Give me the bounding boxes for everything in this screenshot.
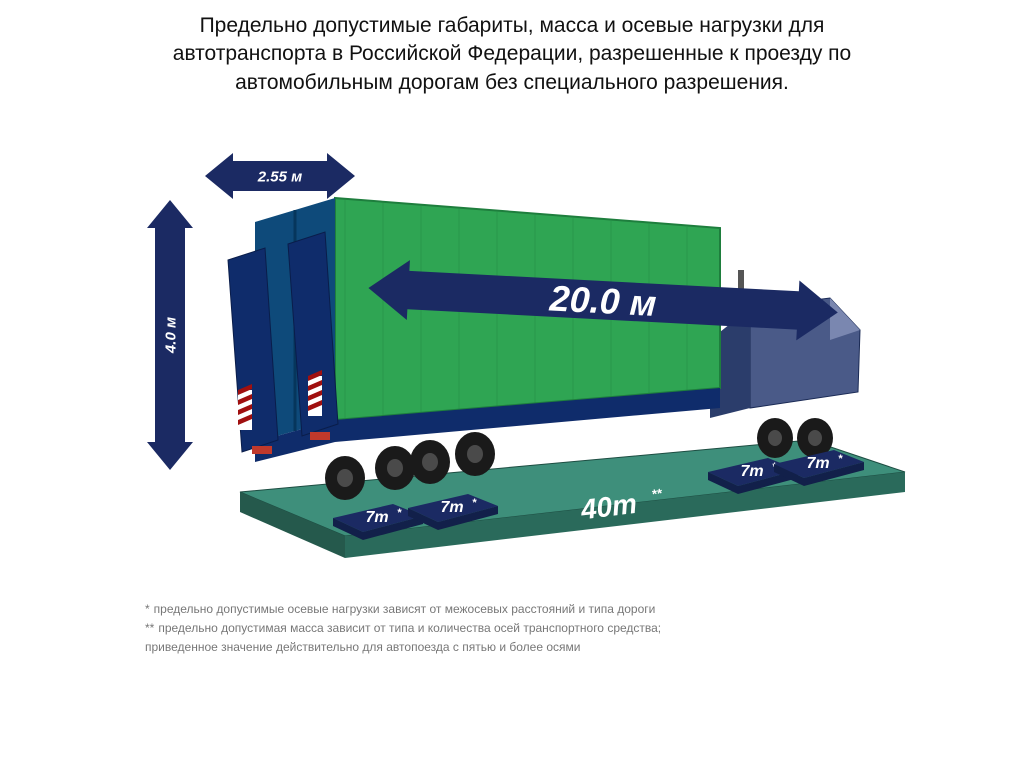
- page-title: Предельно допустимые габариты, масса и о…: [0, 12, 1024, 97]
- footnote-3-text: приведенное значение действительно для а…: [145, 640, 580, 654]
- svg-text:20.0 м: 20.0 м: [548, 277, 658, 324]
- svg-text:*: *: [838, 453, 843, 465]
- svg-text:7т: 7т: [365, 509, 388, 526]
- footnote-1-text: предельно допустимые осевые нагрузки зав…: [154, 602, 656, 616]
- truck-dimensions-diagram: 2.55 м4.0 м20.0 м7т*7т*7т*7т*40т**: [110, 140, 914, 570]
- title-line-2: автотранспорта в Российской Федерации, р…: [173, 42, 851, 65]
- svg-text:*: *: [397, 507, 402, 519]
- width-arrow: 2.55 м: [205, 153, 355, 199]
- svg-text:7т: 7т: [740, 463, 763, 480]
- diagram-svg: 2.55 м4.0 м20.0 м7т*7т*7т*7т*40т**: [110, 140, 914, 570]
- height-arrow: 4.0 м: [147, 200, 193, 470]
- footnote-2-text: предельно допустимая масса зависит от ти…: [158, 621, 661, 635]
- title-line-1: Предельно допустимые габариты, масса и о…: [200, 14, 825, 37]
- footnotes: * предельно допустимые осевые нагрузки за…: [145, 600, 661, 658]
- title-line-3: автомобильным дорогам без специального р…: [235, 71, 789, 94]
- footnote-2-asterisk: **: [145, 621, 154, 635]
- svg-text:*: *: [472, 497, 477, 509]
- svg-text:2.55 м: 2.55 м: [257, 168, 302, 185]
- svg-text:7т: 7т: [440, 499, 463, 516]
- svg-text:7т: 7т: [806, 455, 829, 472]
- svg-text:4.0 м: 4.0 м: [162, 317, 179, 354]
- footnote-1-asterisk: *: [145, 602, 150, 616]
